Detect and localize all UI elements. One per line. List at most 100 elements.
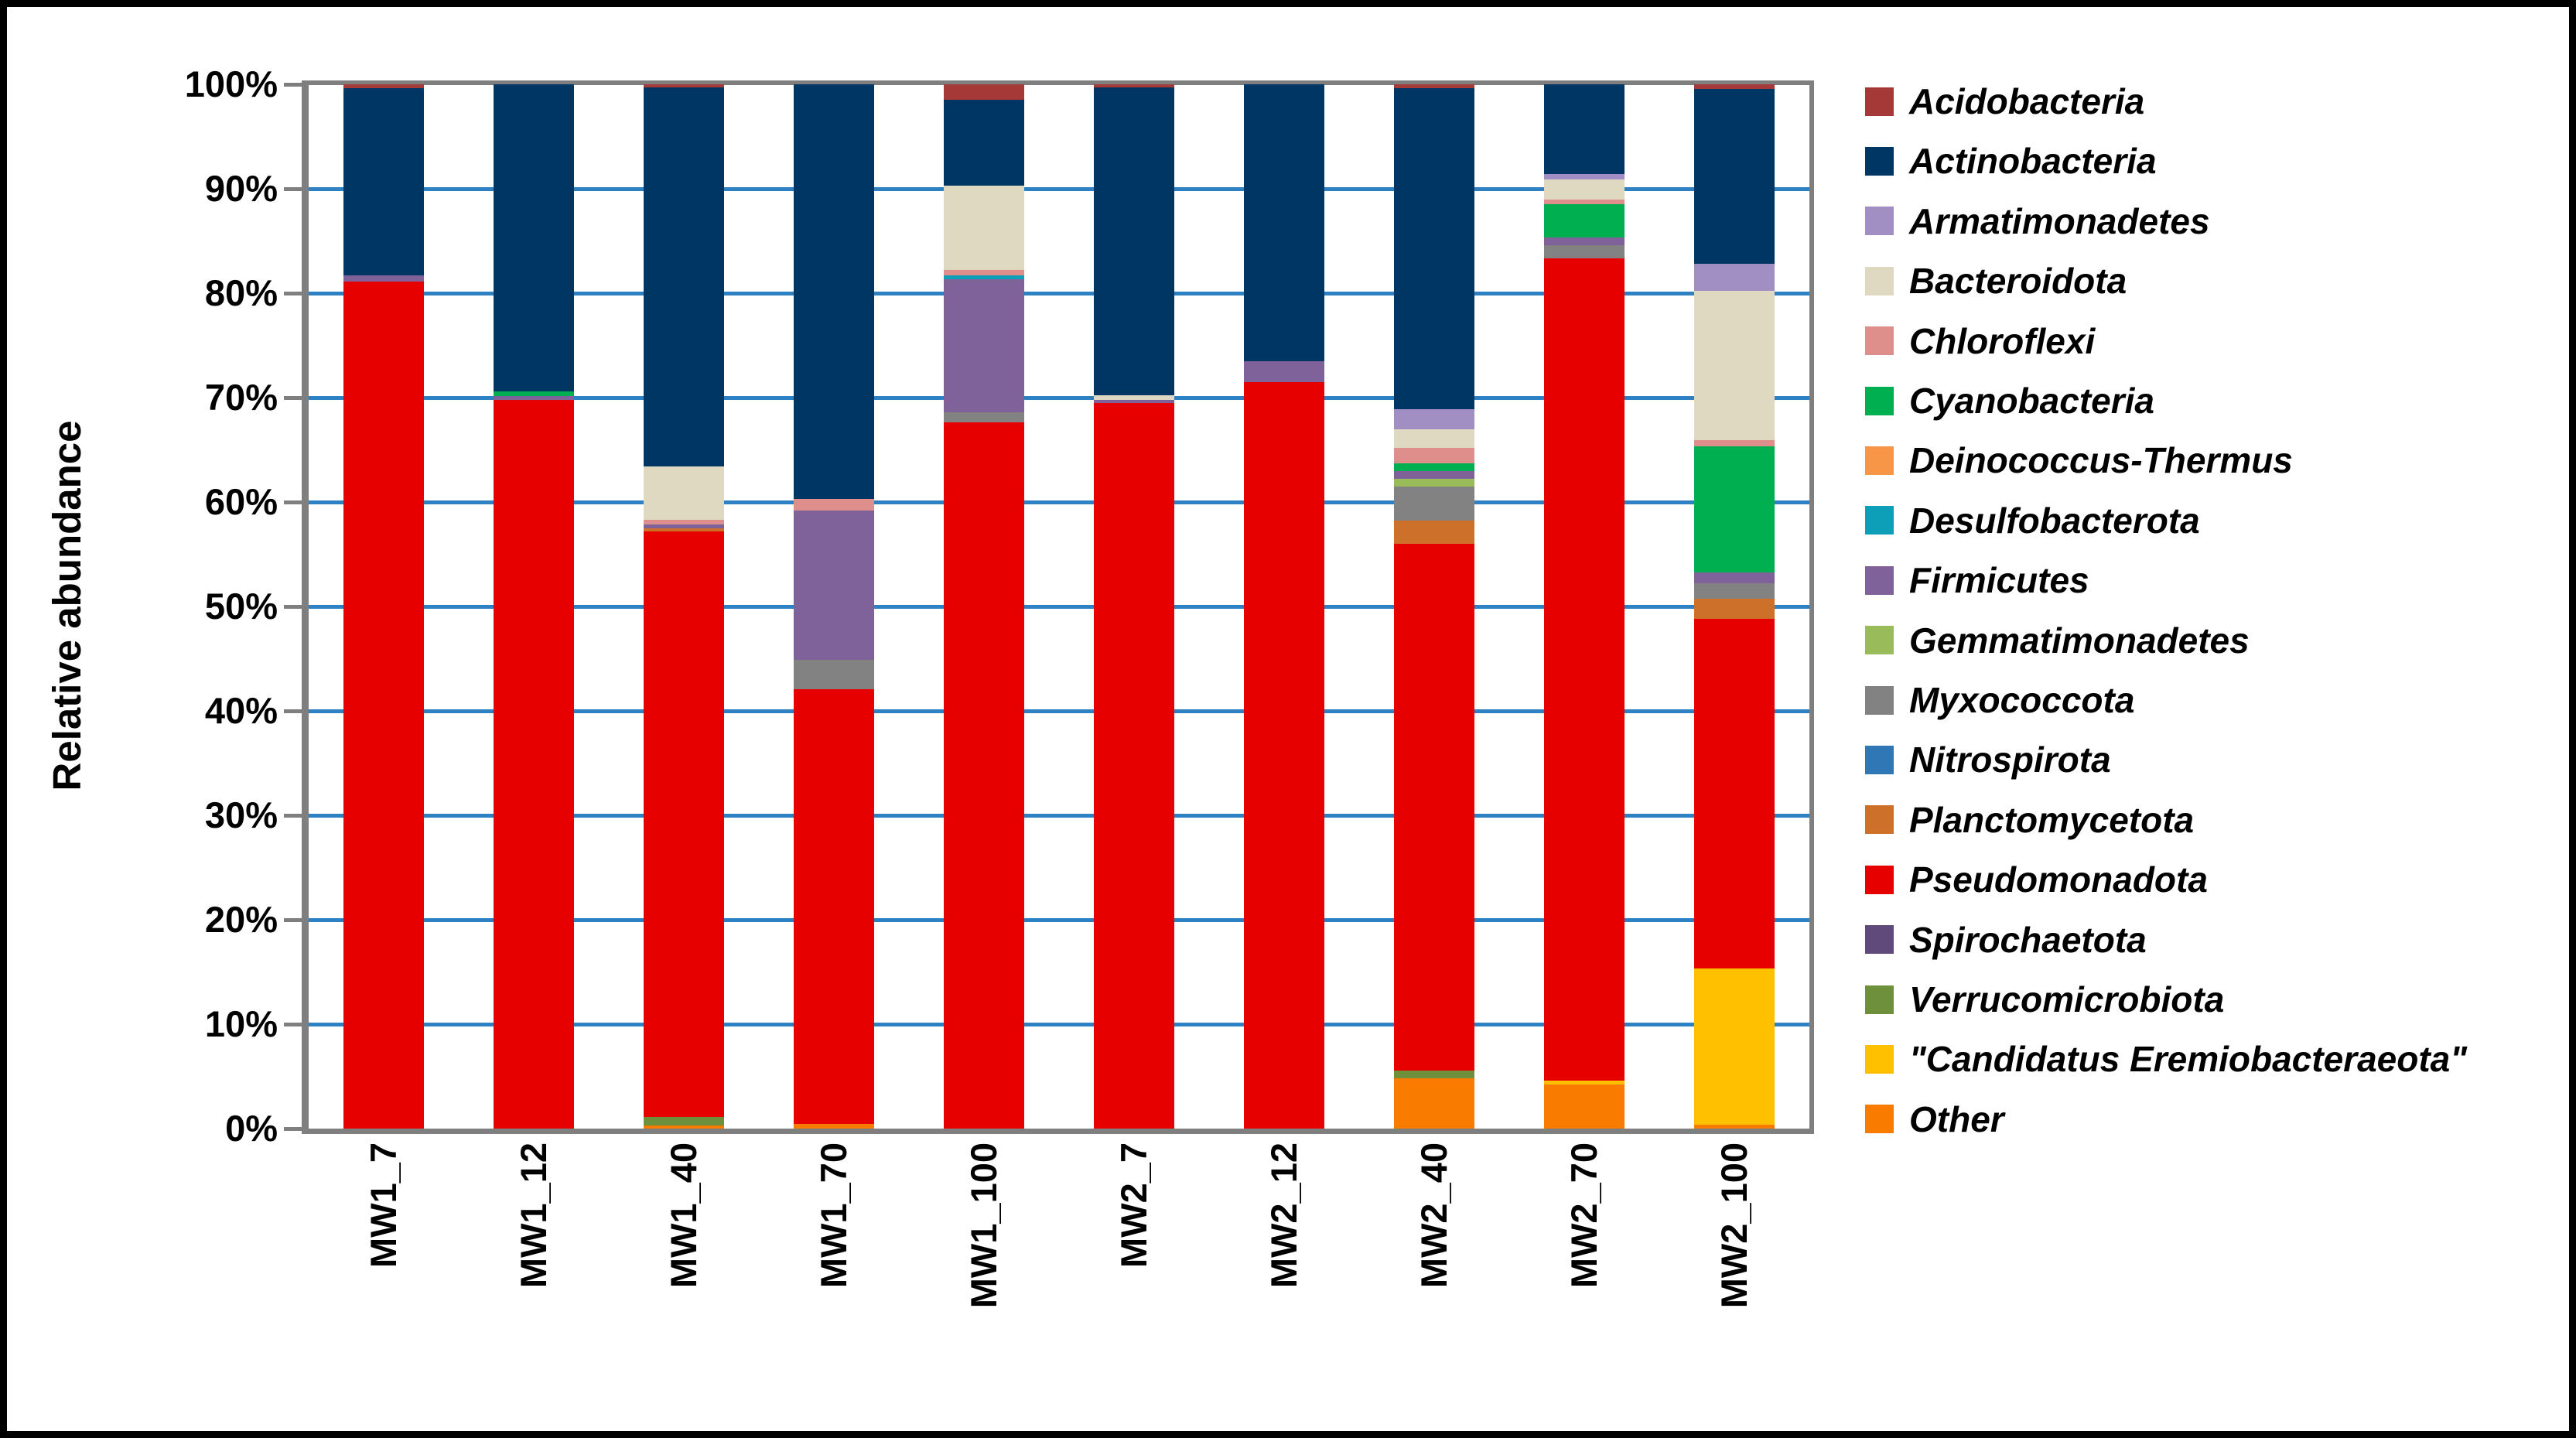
bar-segment-MW1_70-Actinobacteria bbox=[794, 84, 874, 499]
bar-segment-MW2_40-Pseudomonadota bbox=[1394, 544, 1474, 1071]
legend-item-Verrucomicrobiota: Verrucomicrobiota bbox=[1865, 978, 2224, 1021]
bar-segment-MW1_100-Myxococcota bbox=[944, 412, 1024, 423]
bar-segment-MW1_40-Verrucomicrobiota bbox=[644, 1117, 724, 1125]
bar-MW1_7 bbox=[343, 84, 424, 1129]
bar-segment-MW1_40-Firmicutes bbox=[644, 524, 724, 529]
gridline-90pct bbox=[309, 187, 1809, 191]
plot-border-top bbox=[304, 80, 1814, 85]
bar-segment-MW2_40-Planctomycetota bbox=[1394, 520, 1474, 544]
y-tick-label-70pct: 70% bbox=[204, 377, 278, 418]
legend-item-Desulfobacterota: Desulfobacterota bbox=[1865, 499, 2200, 542]
y-tick-mark bbox=[284, 918, 302, 922]
bar-segment-MW1_100-Desulfobacterota bbox=[944, 275, 1024, 279]
bar-MW2_40 bbox=[1394, 84, 1474, 1129]
legend-item-Chloroflexi: Chloroflexi bbox=[1865, 319, 2095, 363]
x-tick-label-MW1_40: MW1_40 bbox=[663, 1143, 704, 1289]
bar-segment-MW2_70-Candidatus-Eremiobacteraeota bbox=[1544, 1080, 1625, 1085]
x-tick-label-MW2_70: MW2_70 bbox=[1563, 1143, 1604, 1289]
bar-segment-MW2_100-Firmicutes bbox=[1694, 572, 1775, 583]
bar-segment-MW2_100-Actinobacteria bbox=[1694, 89, 1775, 264]
y-tick-mark bbox=[284, 1023, 302, 1026]
y-tick-mark bbox=[284, 83, 302, 87]
bar-segment-MW1_100-Acidobacteria bbox=[944, 84, 1024, 101]
y-tick-mark bbox=[284, 500, 302, 504]
bar-segment-MW1_100-Actinobacteria bbox=[944, 100, 1024, 186]
legend-swatch-icon bbox=[1865, 326, 1894, 356]
bar-segment-MW2_40-Verrucomicrobiota bbox=[1394, 1071, 1474, 1079]
legend-label: Bacteroidota bbox=[1909, 261, 2127, 302]
y-tick-label-80pct: 80% bbox=[204, 272, 278, 313]
legend-swatch-icon bbox=[1865, 925, 1894, 955]
bar-segment-MW1_100-Chloroflexi bbox=[944, 270, 1024, 276]
legend-swatch-icon bbox=[1865, 865, 1894, 894]
y-tick-mark bbox=[284, 187, 302, 191]
bar-segment-MW1_7-Acidobacteria bbox=[343, 84, 424, 89]
bar-segment-MW2_70-Bacteroidota bbox=[1544, 179, 1625, 200]
legend-label: Myxococcota bbox=[1909, 680, 2135, 720]
legend-label: Desulfobacterota bbox=[1909, 500, 2200, 541]
bar-segment-MW1_70-Chloroflexi bbox=[794, 498, 874, 511]
bar-segment-MW1_12-Cyanobacteria bbox=[494, 391, 574, 396]
gridline-30pct bbox=[309, 814, 1809, 818]
legend-item-Deinococcus-Thermus: Deinococcus-Thermus bbox=[1865, 439, 2293, 482]
legend-item-Armatimonadetes: Armatimonadetes bbox=[1865, 200, 2210, 243]
bar-segment-MW2_7-Bacteroidota bbox=[1094, 395, 1174, 400]
legend-swatch-icon bbox=[1865, 506, 1894, 535]
bar-segment-MW1_12-Actinobacteria bbox=[494, 84, 574, 391]
legend-item-Nitrospirota: Nitrospirota bbox=[1865, 738, 2111, 781]
bar-segment-MW2_7-Actinobacteria bbox=[1094, 87, 1174, 396]
legend-item-Cyanobacteria: Cyanobacteria bbox=[1865, 379, 2154, 422]
x-tick-label-MW1_7: MW1_7 bbox=[363, 1143, 404, 1268]
x-tick-label-MW2_12: MW2_12 bbox=[1263, 1143, 1304, 1289]
bar-segment-MW2_100-Planctomycetota bbox=[1694, 598, 1775, 619]
x-tick-label-MW2_7: MW2_7 bbox=[1113, 1143, 1154, 1268]
y-tick-label-100pct: 100% bbox=[184, 63, 278, 104]
legend-item-Gemmatimonadetes: Gemmatimonadetes bbox=[1865, 619, 2250, 662]
bar-MW2_12 bbox=[1244, 84, 1324, 1129]
legend-label: Deinococcus-Thermus bbox=[1909, 440, 2293, 481]
legend-label: Spirochaetota bbox=[1909, 919, 2147, 960]
gridline-70pct bbox=[309, 396, 1809, 400]
bar-segment-MW2_100-Other bbox=[1694, 1125, 1775, 1129]
bar-segment-MW2_70-Actinobacteria bbox=[1544, 84, 1625, 175]
bar-segment-MW1_40-Planctomycetota bbox=[644, 528, 724, 531]
bar-segment-MW2_40-Cyanobacteria bbox=[1394, 463, 1474, 471]
legend-swatch-icon bbox=[1865, 446, 1894, 475]
bar-segment-MW2_70-Chloroflexi bbox=[1544, 199, 1625, 205]
bar-segment-MW1_40-Other bbox=[644, 1125, 724, 1129]
plot-border-right bbox=[1809, 80, 1814, 1134]
y-axis-line bbox=[302, 80, 309, 1134]
legend-swatch-icon bbox=[1865, 685, 1894, 715]
bar-segment-MW2_40-Firmicutes bbox=[1394, 470, 1474, 480]
gridline-50pct bbox=[309, 605, 1809, 609]
legend-swatch-icon bbox=[1865, 146, 1894, 176]
legend-item-Pseudomonadota: Pseudomonadota bbox=[1865, 858, 2208, 901]
legend-label: Actinobacteria bbox=[1909, 141, 2157, 182]
bar-segment-MW2_40-Other bbox=[1394, 1078, 1474, 1129]
bar-segment-MW1_70-Other bbox=[794, 1123, 874, 1129]
legend-swatch-icon bbox=[1865, 745, 1894, 774]
bar-MW2_70 bbox=[1544, 84, 1625, 1129]
bar-segment-MW1_100-Bacteroidota bbox=[944, 185, 1024, 271]
bar-segment-MW2_40-Actinobacteria bbox=[1394, 88, 1474, 409]
bar-MW2_100 bbox=[1694, 84, 1775, 1129]
bar-MW1_100 bbox=[944, 84, 1024, 1129]
bar-segment-MW2_7-Firmicutes bbox=[1094, 399, 1174, 403]
legend-label: Gemmatimonadetes bbox=[1909, 620, 2250, 661]
bar-segment-MW2_70-Cyanobacteria bbox=[1544, 204, 1625, 238]
legend-item-Acidobacteria: Acidobacteria bbox=[1865, 80, 2144, 123]
y-tick-mark bbox=[284, 1127, 302, 1131]
bar-segment-MW1_70-Pseudomonadota bbox=[794, 689, 874, 1124]
legend-item-Planctomycetota: Planctomycetota bbox=[1865, 798, 2194, 842]
bar-segment-MW2_40-Myxococcota bbox=[1394, 486, 1474, 521]
bar-segment-MW2_12-Actinobacteria bbox=[1244, 84, 1324, 361]
legend-label: Verrucomicrobiota bbox=[1909, 979, 2225, 1020]
bar-segment-MW1_40-Chloroflexi bbox=[644, 519, 724, 525]
bar-segment-MW1_70-Firmicutes bbox=[794, 510, 874, 660]
y-tick-mark bbox=[284, 292, 302, 295]
bar-segment-MW2_100-Cyanobacteria bbox=[1694, 446, 1775, 573]
legend-label: Firmicutes bbox=[1909, 560, 2089, 601]
legend-label: Cyanobacteria bbox=[1909, 381, 2155, 421]
y-tick-label-90pct: 90% bbox=[204, 168, 278, 209]
